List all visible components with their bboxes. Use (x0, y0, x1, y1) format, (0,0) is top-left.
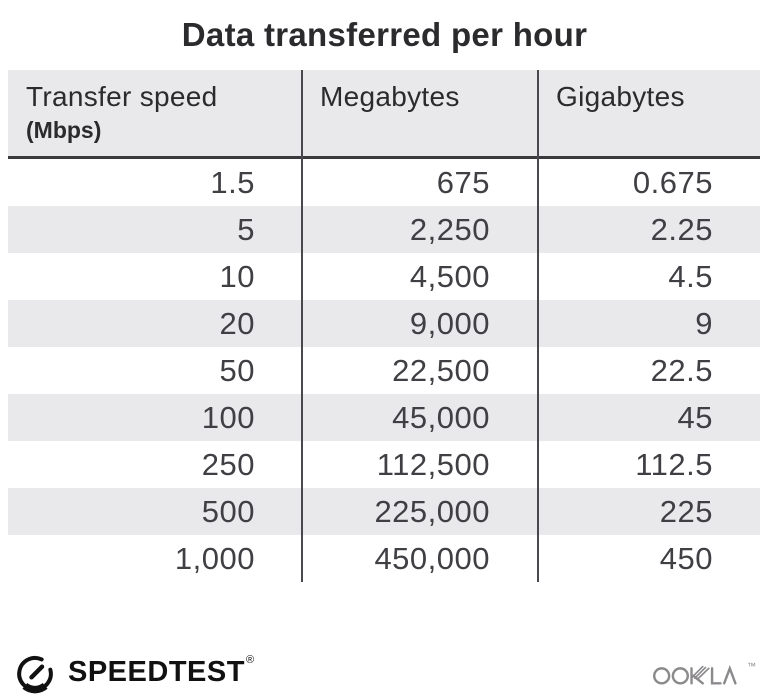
cell-gigabytes: 225 (659, 493, 713, 529)
header-gigabytes: Gigabytes (538, 70, 760, 156)
cell-megabytes: 2,250 (409, 211, 490, 247)
cell-speed: 50 (219, 352, 255, 388)
column-divider (537, 70, 539, 582)
table-row: 1,000 450,000 450 (8, 535, 760, 582)
cell-speed: 1.5 (210, 164, 255, 200)
table-row: 10 4,500 4.5 (8, 253, 760, 300)
cell-megabytes: 450,000 (374, 540, 490, 576)
cell-gigabytes: 450 (659, 540, 713, 576)
cell-speed: 5 (237, 211, 255, 247)
table-row: 250 112,500 112.5 (8, 441, 760, 488)
column-divider (301, 70, 303, 582)
page-title: Data transferred per hour (181, 16, 588, 53)
cell-speed: 100 (201, 399, 255, 435)
cell-gigabytes: 4.5 (668, 258, 713, 294)
cell-gigabytes: 112.5 (635, 446, 713, 482)
cell-megabytes: 225,000 (374, 493, 490, 529)
cell-speed: 250 (201, 446, 255, 482)
cell-megabytes: 675 (436, 164, 490, 200)
cell-gigabytes: 9 (695, 305, 713, 341)
header-label: Megabytes (320, 81, 460, 112)
speedtest-logo: SPEEDTEST ® (12, 650, 255, 694)
cell-gigabytes: 45 (677, 399, 713, 435)
cell-speed: 500 (201, 493, 255, 529)
table-row: 50 22,500 22.5 (8, 347, 760, 394)
cell-megabytes: 22,500 (392, 352, 490, 388)
ookla-wordmark-icon (652, 664, 737, 685)
cell-megabytes: 45,000 (392, 399, 490, 435)
trademark-symbol: ™ (747, 661, 756, 671)
registered-trademark-symbol: ® (245, 654, 255, 666)
cell-gigabytes: 22.5 (650, 352, 713, 388)
speedtest-gauge-icon (17, 655, 53, 694)
table-body: 1.5 675 0.675 5 2,250 2.25 10 4,500 4.5 … (8, 159, 760, 582)
speedtest-wordmark: SPEEDTEST (68, 655, 245, 688)
table-row: 20 9,000 9 (8, 300, 760, 347)
cell-gigabytes: 0.675 (632, 164, 713, 200)
table-row: 5 2,250 2.25 (8, 206, 760, 253)
cell-megabytes: 112,500 (376, 446, 490, 482)
cell-speed: 10 (219, 258, 255, 294)
table-row: 500 225,000 225 (8, 488, 760, 535)
header-unit-label: (Mbps) (26, 117, 102, 143)
header-megabytes: Megabytes (302, 70, 538, 156)
header-label: Gigabytes (556, 81, 685, 112)
cell-megabytes: 9,000 (409, 305, 490, 341)
header-label: Transfer speed (26, 81, 218, 112)
cell-megabytes: 4,500 (409, 258, 490, 294)
data-table: Transfer speed (Mbps) Megabytes Gigabyte… (8, 70, 760, 582)
table-row: 100 45,000 45 (8, 394, 760, 441)
cell-speed: 1,000 (174, 540, 255, 576)
header-transfer-speed: Transfer speed (Mbps) (8, 70, 302, 156)
cell-speed: 20 (219, 305, 255, 341)
table-row: 1.5 675 0.675 (8, 159, 760, 206)
ookla-logo: ™ (652, 660, 756, 688)
cell-gigabytes: 2.25 (650, 211, 713, 247)
table-header-row: Transfer speed (Mbps) Megabytes Gigabyte… (8, 70, 760, 159)
